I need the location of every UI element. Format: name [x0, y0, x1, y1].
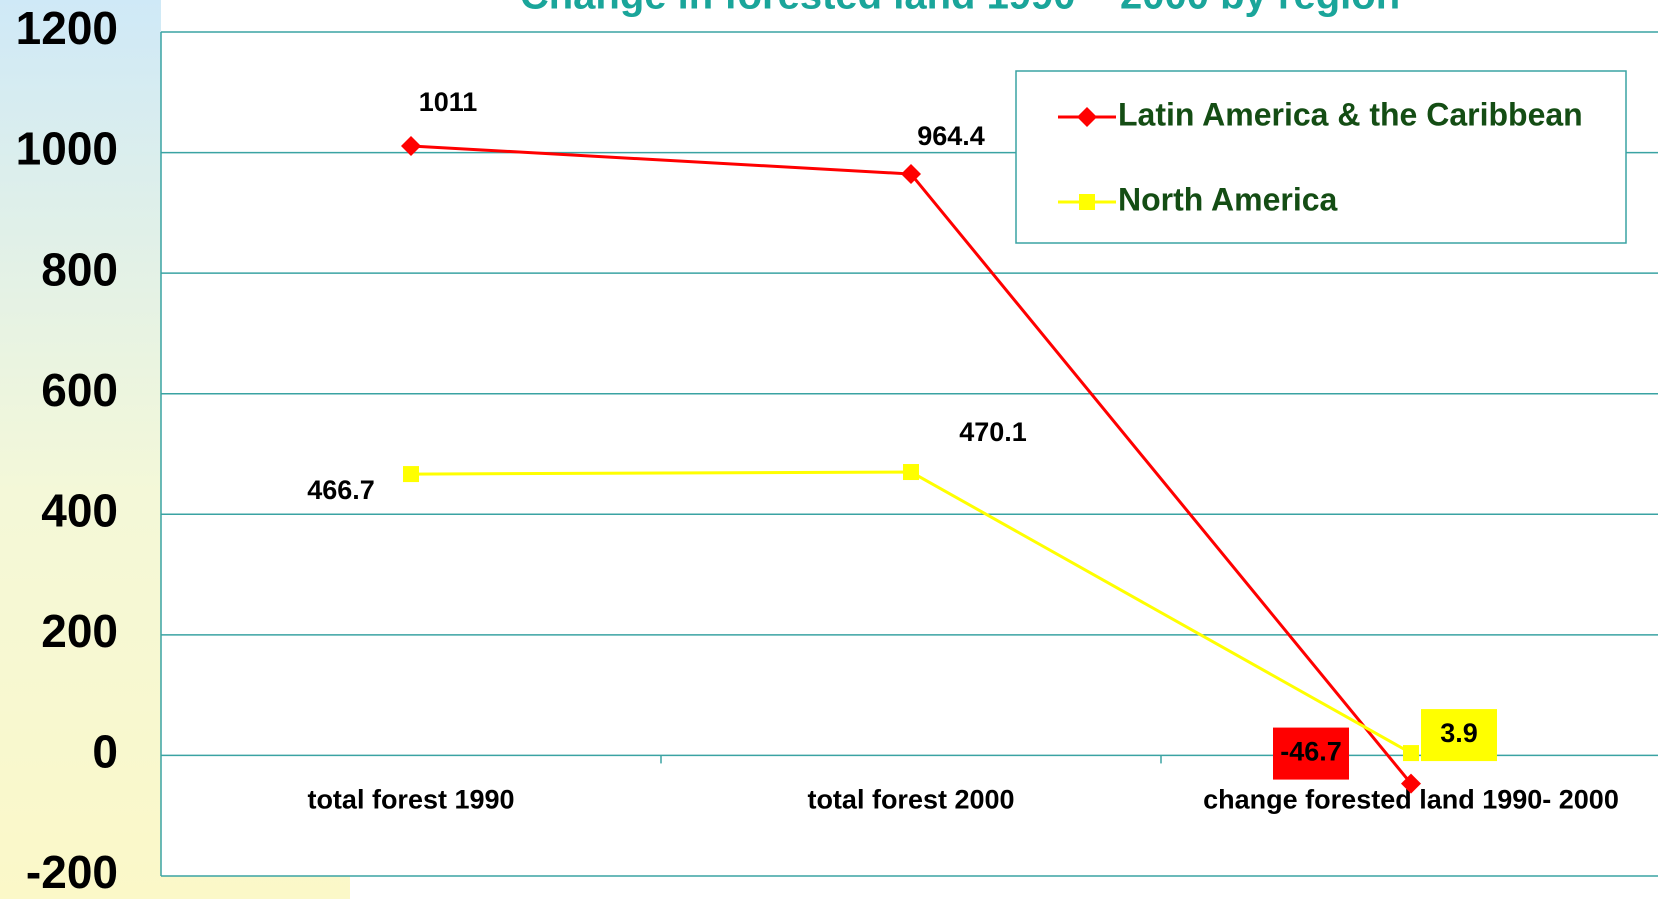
legend-marker — [1077, 107, 1097, 127]
data-label: 964.4 — [917, 121, 985, 151]
y-tick-label: 400 — [41, 484, 118, 536]
marker — [1403, 745, 1419, 762]
y-tick-label: 0 — [92, 726, 118, 778]
data-label: 470.1 — [959, 417, 1027, 447]
data-label: 3.9 — [1440, 718, 1478, 748]
marker — [1401, 773, 1421, 794]
marker — [403, 466, 419, 483]
marker — [901, 164, 921, 185]
label-box — [1421, 709, 1497, 762]
legend-box — [1015, 70, 1627, 244]
marker — [401, 135, 421, 156]
label-box — [1273, 727, 1349, 780]
y-tick-label: 1000 — [16, 123, 118, 175]
y-tick-label: 200 — [41, 605, 118, 657]
legend-marker — [1079, 194, 1095, 210]
data-label: 1011 — [419, 87, 478, 117]
y-tick-label: 600 — [41, 364, 118, 416]
x-tick-label: total forest 1990 — [307, 785, 514, 815]
x-tick-label: total forest 2000 — [807, 785, 1014, 815]
legend-label: Latin America & the Caribbean — [1118, 96, 1583, 132]
legend-label: North America — [1118, 181, 1338, 217]
marker — [903, 464, 919, 481]
bottom-background — [350, 876, 1658, 899]
chart-title: Change in forested land 1990 – 2000 by r… — [520, 0, 1400, 18]
y-tick-label: 1200 — [16, 2, 118, 54]
y-tick-label: -200 — [26, 846, 118, 898]
data-label: -46.7 — [1280, 737, 1342, 767]
y-tick-label: 800 — [41, 243, 118, 295]
data-label: 466.7 — [307, 475, 375, 505]
